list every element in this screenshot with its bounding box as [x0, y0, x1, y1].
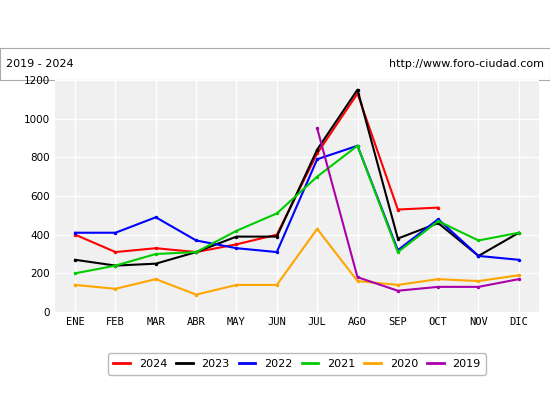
Text: 2019 - 2024: 2019 - 2024 — [6, 59, 73, 69]
Text: http://www.foro-ciudad.com: http://www.foro-ciudad.com — [389, 59, 544, 69]
FancyBboxPatch shape — [0, 48, 550, 80]
Legend: 2024, 2023, 2022, 2021, 2020, 2019: 2024, 2023, 2022, 2021, 2020, 2019 — [108, 354, 486, 374]
Text: Evolucion Nº Turistas Extranjeros en el municipio de Cañizal: Evolucion Nº Turistas Extranjeros en el … — [55, 16, 495, 32]
